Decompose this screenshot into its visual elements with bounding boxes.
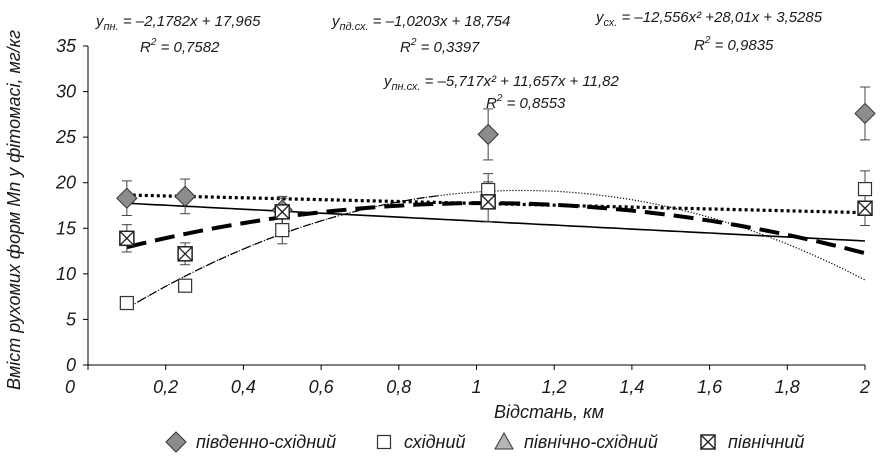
square-shape [119, 295, 134, 311]
annotation-pdsh-eq: yпд.сх. = –1,0203x + 18,754 [331, 13, 510, 33]
data-point-diamond [174, 185, 196, 208]
data-point-diamond [854, 102, 876, 125]
annotation-pdsh-r2: R2 = 0,3397 [400, 37, 480, 56]
trendline-3 [126, 189, 866, 310]
triangle-shape [494, 431, 514, 450]
legend-symbol [494, 431, 514, 450]
x-tick-label: 1 [471, 377, 481, 397]
annotation-equation-pn: yпн. = –2,1782x + 17,965 R2 = 0,7582 [95, 13, 261, 56]
diamond-shape [854, 102, 876, 125]
y-tick-label: 15 [56, 218, 77, 238]
legend-label-pivnichno-skhidnyi: північно-східний [524, 432, 658, 452]
legend-item-pivdenno-skhidnyi: південно-східний [165, 431, 336, 453]
legend: південно-східний східний північно-східни… [165, 431, 804, 453]
legend-label-pivdenno-skhidnyi: південно-східний [196, 432, 336, 452]
plot-area: 0 5 10 15 20 25 30 35 0 0,2 0,4 0,6 0,8 1 1,2 1,4 1,6 1,8… [55, 36, 876, 397]
legend-symbol [700, 434, 716, 450]
x-tick-label: 1,8 [775, 377, 800, 397]
square-shape [178, 278, 193, 293]
annotation-equation-sh: yсх. = –12,556x² +28,01x + 3,5285 R2 = 0… [595, 9, 823, 54]
x-tick-label: 0,4 [231, 377, 256, 397]
y-tick-label: 10 [56, 264, 76, 284]
y-tick-label: 30 [56, 82, 76, 102]
y-tick-label: 20 [55, 173, 76, 193]
boxx-cross-b [274, 204, 290, 220]
diamond-shape [174, 185, 196, 208]
diamond-shape [165, 431, 187, 453]
data-point-boxx [177, 246, 193, 262]
data-point-boxx [480, 194, 496, 210]
x-tick-label: 1,4 [619, 377, 644, 397]
data-point-diamond [116, 187, 138, 209]
square-shape [275, 223, 290, 238]
data-point-boxx [274, 204, 290, 220]
x-tick-label: 1,6 [697, 377, 723, 397]
legend-marker-diamond [165, 431, 187, 453]
diamond-shape [477, 123, 499, 146]
legend-symbol [376, 434, 392, 450]
annotation-pnsh-r2: R2 = 0,8553 [486, 93, 566, 112]
square-shape [376, 434, 392, 450]
data-point-boxx [119, 230, 135, 247]
y-tick-label: 5 [66, 309, 77, 329]
annotation-equation-pdsh: yпд.сх. = –1,0203x + 18,754 R2 = 0,3397 [331, 13, 510, 56]
data-point-square [857, 181, 873, 197]
annotation-sh-eq: yсх. = –12,556x² +28,01x + 3,5285 [595, 9, 823, 29]
diamond-shape [116, 187, 138, 209]
y-tick-label: 25 [55, 127, 77, 147]
legend-symbol [165, 431, 187, 453]
x-tick-label: 2 [859, 377, 870, 397]
data-point-boxx [857, 200, 873, 216]
legend-label-pivnichnyi: північний [728, 432, 804, 452]
boxx-cross-b [480, 194, 496, 210]
x-axis-title: Відстань, км [494, 402, 604, 422]
legend-marker-square [376, 434, 392, 450]
annotation-equation-pnsh: yпн.сх. = –5,717x² + 11,657x + 11,82 R2 … [383, 73, 619, 112]
legend-label-skhidnyi: східний [404, 432, 465, 452]
x-tick-label: 0,6 [309, 377, 335, 397]
boxx-cross-b [119, 230, 135, 246]
annotation-pn-eq: yпн. = –2,1782x + 17,965 [95, 13, 261, 33]
data-point-square [119, 295, 134, 311]
boxx-cross-b [700, 434, 716, 450]
x-tick-label: 0,8 [386, 377, 411, 397]
annotation-pn-r2: R2 = 0,7582 [140, 37, 220, 56]
trendline-1 [126, 202, 866, 242]
x-tick-label: 0,2 [153, 377, 178, 397]
y-axis-title: Вміст рухомих форм Mn у фітомасі, мг/кг [4, 30, 24, 390]
legend-marker-boxx [700, 434, 716, 450]
data-point-square [275, 223, 290, 238]
legend-item-pivnichno-skhidnyi: північно-східний [494, 431, 658, 452]
data-point-square [178, 278, 193, 293]
boxx-cross-b [857, 200, 873, 216]
legend-marker-triangle [494, 431, 514, 450]
data-point-diamond [477, 123, 499, 146]
trendline-4 [126, 201, 866, 256]
annotation-sh-r2: R2 = 0,9835 [694, 35, 774, 54]
legend-item-pivnichnyi: північний [700, 432, 804, 452]
x-tick-label: 1,2 [542, 377, 567, 397]
y-tick-label: 0 [66, 355, 76, 375]
boxx-cross-b [177, 246, 193, 262]
legend-item-skhidnyi: східний [376, 432, 465, 452]
annotation-pnsh-eq: yпн.сх. = –5,717x² + 11,657x + 11,82 [383, 73, 619, 93]
square-shape [857, 181, 873, 197]
y-tick-label: 35 [56, 36, 77, 56]
x-tick-label: 0 [65, 377, 75, 397]
